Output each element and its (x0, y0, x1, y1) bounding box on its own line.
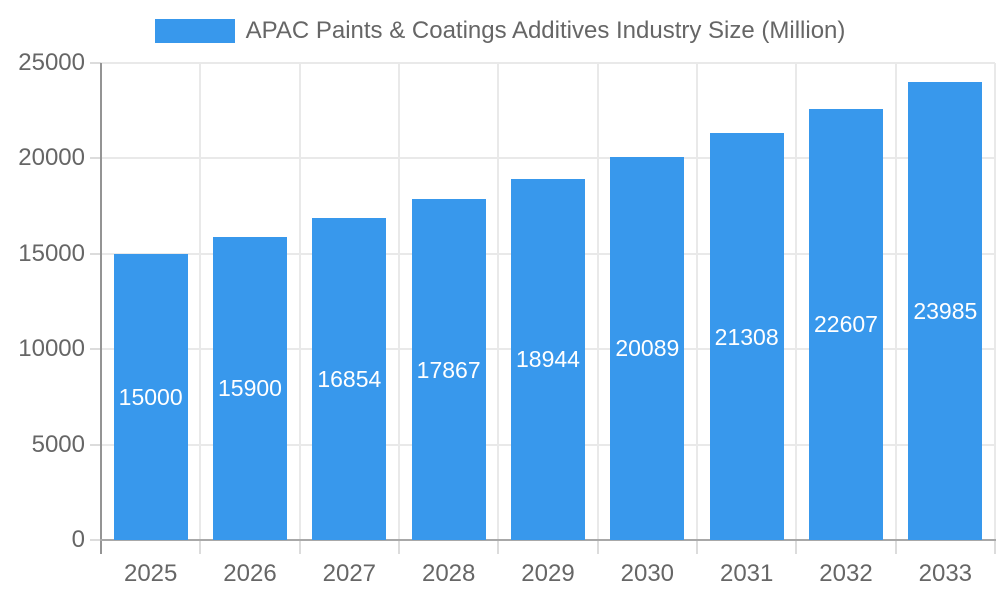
x-gridline (497, 63, 500, 540)
bar[interactable]: 18944 (511, 178, 585, 540)
x-tick-label: 2026 (223, 560, 277, 587)
bar-value-label: 23985 (913, 298, 978, 325)
x-axis-tick (497, 540, 500, 554)
bar-value-label: 21308 (714, 323, 779, 350)
y-axis-tick (90, 62, 101, 64)
bar-value-label: 15900 (218, 375, 282, 402)
y-tick-label: 5000 (31, 430, 85, 458)
bar[interactable]: 17867 (411, 199, 486, 540)
y-tick-label: 10000 (18, 335, 85, 363)
x-axis-line (100, 539, 996, 541)
x-tick-label: 2029 (521, 560, 575, 587)
x-gridline (894, 63, 897, 540)
y-axis-tick (90, 443, 101, 446)
bar[interactable]: 23985 (908, 82, 983, 540)
x-tick-label: 2032 (819, 560, 873, 587)
x-tick-label: 2025 (123, 560, 178, 587)
x-gridline (596, 63, 599, 540)
bar-value-label: 17867 (416, 356, 481, 383)
x-axis-tick (696, 540, 698, 554)
bar-value-label: 15000 (118, 383, 183, 410)
x-tick-label: 2031 (719, 560, 774, 587)
x-axis-tick (894, 540, 897, 554)
bar-value-label: 16854 (317, 366, 382, 393)
x-tick-label: 2027 (322, 560, 377, 587)
y-tick-label: 25000 (18, 49, 85, 76)
y-axis-tick (90, 539, 101, 541)
y-tick-label: 15000 (18, 239, 85, 267)
bar[interactable]: 15000 (113, 253, 188, 540)
legend-swatch-icon (154, 19, 235, 43)
legend-label: APAC Paints & Coatings Additives Industr… (245, 17, 846, 44)
x-gridline (298, 63, 301, 540)
y-axis-tick (90, 157, 101, 160)
bar-value-label: 22607 (814, 311, 878, 338)
x-tick-label: 2028 (421, 560, 476, 587)
y-tick-label: 20000 (18, 144, 85, 172)
bar[interactable]: 20089 (610, 156, 685, 540)
x-gridline (696, 63, 698, 540)
bar-value-label: 20089 (615, 335, 680, 362)
x-gridline (398, 63, 400, 540)
y-tick-label: 0 (71, 526, 85, 553)
x-gridline (994, 63, 996, 540)
y-axis-tick (90, 252, 101, 255)
y-gridline (101, 157, 995, 160)
x-axis-tick (596, 540, 599, 554)
y-axis-tick (90, 348, 101, 351)
bar[interactable]: 22607 (809, 108, 883, 540)
y-gridline (101, 62, 995, 64)
legend[interactable]: APAC Paints & Coatings Additives Industr… (0, 17, 1000, 45)
x-axis-tick (298, 540, 301, 554)
x-tick-label: 2030 (620, 560, 675, 587)
x-axis-tick (199, 540, 202, 554)
x-gridline (199, 63, 202, 540)
bar[interactable]: 21308 (709, 133, 784, 540)
x-axis-tick (398, 540, 400, 554)
y-axis-line (100, 63, 102, 554)
bar[interactable]: 15900 (213, 236, 287, 540)
x-axis-tick (795, 540, 798, 554)
x-axis-tick (994, 540, 996, 554)
x-gridline (795, 63, 798, 540)
bar[interactable]: 16854 (312, 218, 387, 540)
bar-value-label: 18944 (516, 346, 580, 373)
x-tick-label: 2033 (918, 560, 973, 587)
